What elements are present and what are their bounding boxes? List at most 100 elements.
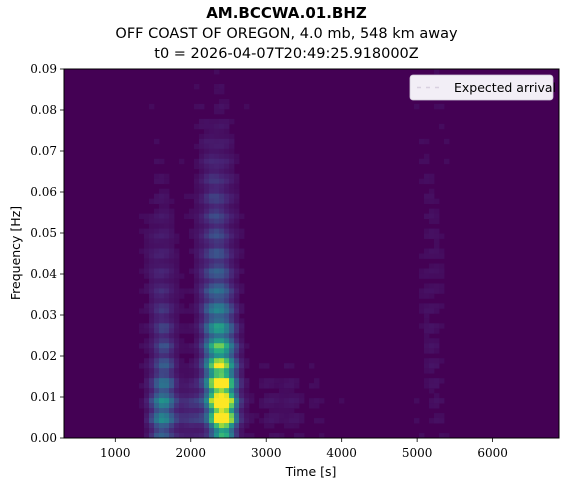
heatmap-cell: [219, 263, 225, 269]
heatmap-cell: [239, 348, 245, 354]
heatmap-cell: [224, 253, 230, 259]
heatmap-cell: [234, 298, 240, 304]
heatmap-cell: [279, 418, 285, 424]
heatmap-cell: [204, 258, 210, 264]
heatmap-cell: [204, 398, 210, 404]
heatmap-cell: [429, 253, 435, 259]
heatmap-cell: [214, 293, 220, 299]
y-tick-label: 0.05: [30, 226, 57, 240]
heatmap-cell: [204, 213, 210, 219]
heatmap-cell: [174, 413, 180, 419]
heatmap-cell: [269, 413, 275, 419]
heatmap-cell: [294, 413, 300, 419]
heatmap-cell: [434, 208, 440, 215]
heatmap-cell: [154, 328, 160, 334]
heatmap-cell: [434, 328, 440, 334]
heatmap-cell: [164, 298, 170, 304]
heatmap-cell: [424, 308, 430, 314]
legend: Expected arrival: [409, 74, 556, 101]
heatmap-cell: [204, 283, 210, 289]
heatmap-cell: [169, 243, 175, 249]
heatmap-cell: [424, 323, 430, 329]
heatmap-cell: [159, 248, 165, 254]
heatmap-cell: [184, 398, 190, 404]
heatmap-cell: [144, 433, 150, 438]
heatmap-cell: [419, 288, 425, 294]
heatmap-cell: [144, 228, 150, 234]
heatmap-cell: [424, 378, 430, 384]
heatmap-cell: [204, 403, 210, 409]
heatmap-cell: [154, 368, 160, 374]
heatmap-cell: [214, 268, 220, 274]
heatmap-cell: [224, 263, 230, 269]
heatmap-cell: [199, 123, 205, 130]
heatmap-cell: [159, 393, 165, 399]
heatmap-cell: [204, 253, 210, 259]
heatmap-cell: [224, 378, 230, 384]
heatmap-cell: [204, 413, 210, 419]
heatmap-cell: [424, 313, 430, 319]
heatmap-cell: [209, 173, 215, 180]
heatmap-cell: [239, 433, 245, 438]
heatmap-cell: [219, 138, 225, 145]
heatmap-cell: [239, 288, 245, 294]
heatmap-cell: [209, 158, 215, 165]
heatmap-cell: [209, 423, 215, 429]
heatmap-cell: [199, 153, 205, 160]
heatmap-cell: [204, 288, 210, 294]
heatmap-cell: [214, 398, 220, 404]
heatmap-cell: [439, 248, 445, 254]
heatmap-cell: [444, 138, 450, 145]
heatmap-cell: [194, 213, 200, 219]
heatmap-cell: [429, 418, 435, 424]
heatmap-cell: [184, 193, 190, 200]
heatmap-cell: [144, 338, 150, 344]
heatmap-cell: [249, 398, 255, 404]
heatmap-cell: [424, 193, 430, 200]
heatmap-cell: [214, 223, 220, 229]
heatmap-cell: [234, 173, 240, 180]
heatmap-cell: [239, 428, 245, 434]
heatmap-cell: [184, 388, 190, 394]
heatmap-cell: [159, 328, 165, 334]
heatmap-cell: [169, 373, 175, 379]
heatmap-cell: [229, 348, 235, 354]
heatmap-cell: [229, 423, 235, 429]
heatmap-cell: [164, 358, 170, 364]
heatmap-cell: [159, 258, 165, 264]
heatmap-cell: [219, 398, 225, 404]
heatmap-cell: [189, 418, 195, 424]
heatmap-cell: [264, 393, 270, 399]
heatmap-cell: [204, 333, 210, 339]
heatmap-cell: [439, 303, 445, 309]
heatmap-cell: [219, 163, 225, 170]
heatmap-cell: [219, 373, 225, 379]
heatmap-cell: [199, 253, 205, 259]
heatmap-cell: [159, 353, 165, 359]
heatmap-cell: [204, 163, 210, 170]
heatmap-cell: [169, 288, 175, 294]
heatmap-cell: [204, 423, 210, 429]
heatmap-cell: [179, 363, 185, 369]
heatmap-cell: [219, 88, 225, 95]
heatmap-cell: [154, 428, 160, 434]
heatmap-cell: [144, 408, 150, 414]
heatmap-cell: [199, 328, 205, 334]
heatmap-cell: [229, 353, 235, 359]
heatmap-cell: [239, 418, 245, 424]
heatmap-cell: [234, 208, 240, 215]
heatmap-cell: [234, 258, 240, 264]
heatmap-cell: [234, 383, 240, 389]
heatmap-cell: [159, 338, 165, 344]
heatmap-cell: [179, 418, 185, 424]
heatmap-cell: [229, 388, 235, 394]
heatmap-cell: [199, 258, 205, 264]
heatmap-cell: [294, 423, 300, 429]
heatmap-cell: [174, 303, 180, 309]
heatmap-cell: [234, 348, 240, 354]
heatmap-cell: [234, 253, 240, 259]
heatmap-cell: [439, 413, 445, 419]
heatmap-cell: [169, 258, 175, 264]
heatmap-cell: [184, 343, 190, 349]
heatmap-cell: [194, 418, 200, 424]
